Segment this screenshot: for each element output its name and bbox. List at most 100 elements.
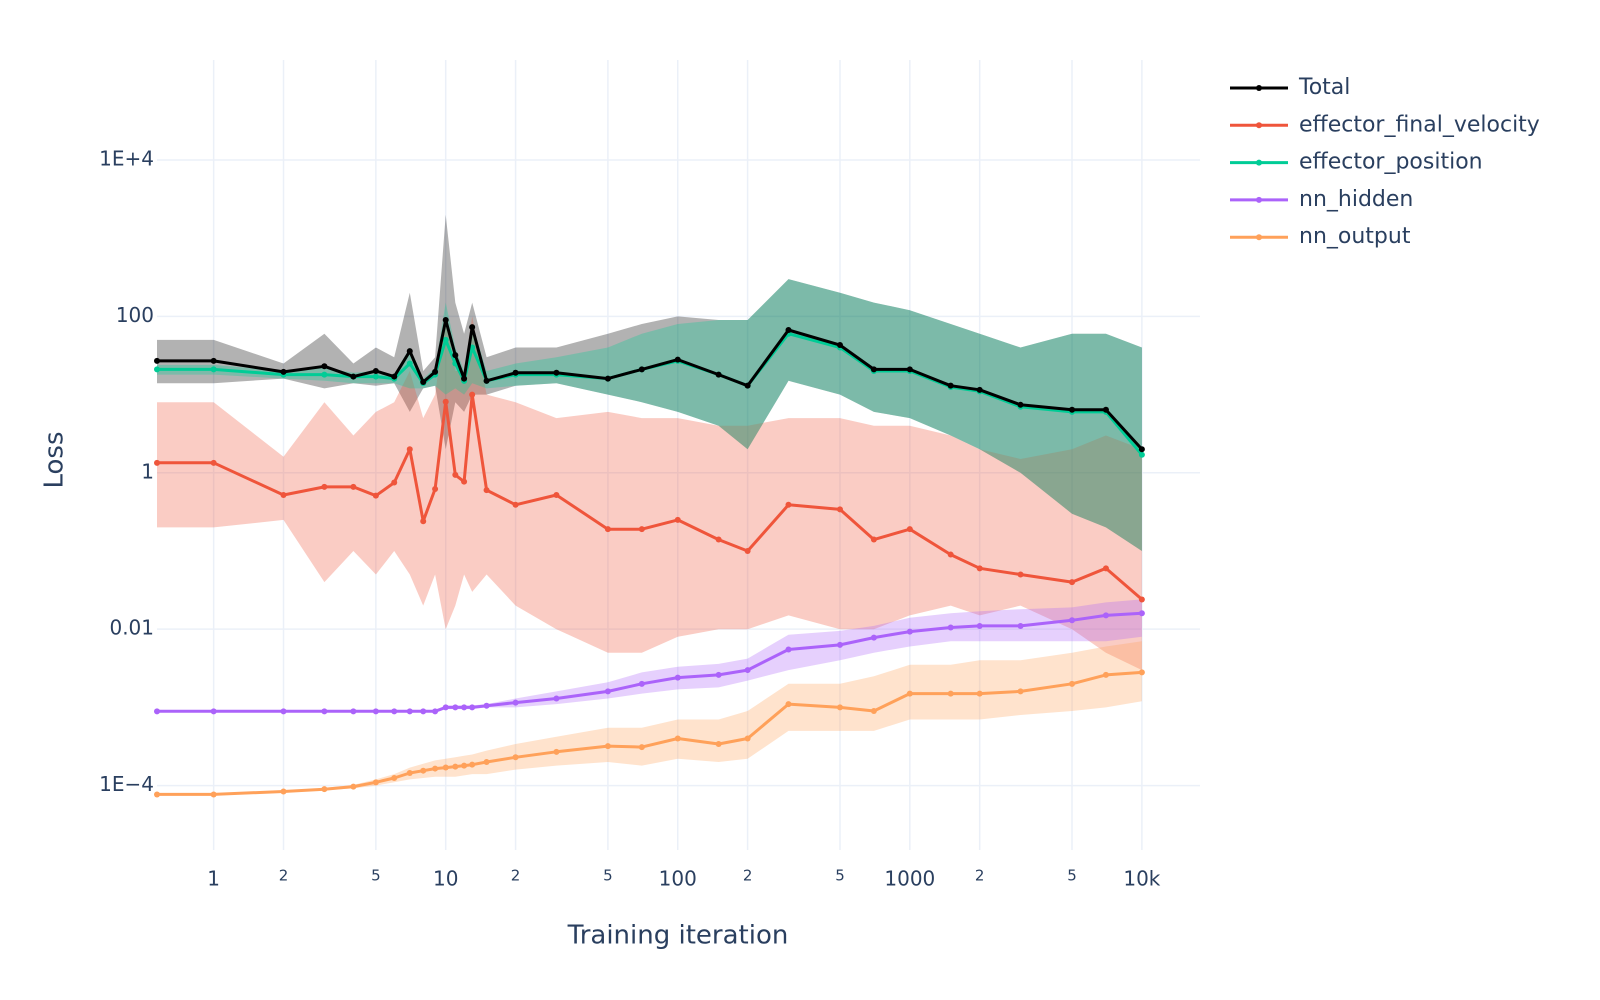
point-marker bbox=[372, 708, 379, 715]
x-tick-label: 5 bbox=[371, 867, 381, 885]
point-marker bbox=[461, 375, 468, 382]
point-marker bbox=[715, 536, 722, 543]
point-marker bbox=[483, 702, 490, 709]
error-band bbox=[157, 641, 1142, 795]
point-marker bbox=[406, 348, 413, 355]
point-marker bbox=[406, 446, 413, 453]
point-marker bbox=[674, 516, 681, 523]
y-tick-label: 1E−4 bbox=[99, 772, 154, 796]
point-marker bbox=[604, 688, 611, 695]
point-marker bbox=[1069, 680, 1076, 687]
x-tick-label: 2 bbox=[279, 867, 289, 885]
point-marker bbox=[432, 486, 439, 493]
point-marker bbox=[1138, 446, 1145, 453]
point-marker bbox=[836, 641, 843, 648]
point-marker bbox=[785, 646, 792, 653]
point-marker bbox=[1138, 451, 1145, 458]
error-band bbox=[157, 599, 1142, 713]
point-marker bbox=[836, 506, 843, 513]
point-marker bbox=[638, 744, 645, 751]
point-marker bbox=[280, 368, 287, 375]
point-marker bbox=[461, 478, 468, 485]
point-marker bbox=[210, 366, 217, 373]
point-marker bbox=[483, 487, 490, 494]
point-marker bbox=[280, 491, 287, 498]
series-line bbox=[157, 393, 1143, 601]
point-marker bbox=[321, 371, 328, 378]
point-marker bbox=[321, 708, 328, 715]
point-marker bbox=[350, 483, 357, 490]
legend-label: effector_position bbox=[1299, 150, 1483, 175]
point-marker bbox=[406, 708, 413, 715]
point-marker bbox=[469, 704, 476, 711]
legend-marker bbox=[1256, 122, 1262, 129]
point-marker bbox=[674, 735, 681, 742]
point-marker bbox=[1138, 669, 1145, 676]
point-marker bbox=[870, 536, 877, 543]
point-marker bbox=[154, 459, 160, 466]
x-tick-label: 10k bbox=[1123, 867, 1160, 891]
point-marker bbox=[321, 483, 328, 490]
point-marker bbox=[947, 382, 954, 389]
point-marker bbox=[870, 634, 877, 641]
point-marker bbox=[420, 708, 427, 715]
point-marker bbox=[744, 382, 751, 389]
legend-marker bbox=[1256, 196, 1262, 203]
series-line bbox=[157, 670, 1143, 796]
legend-label: nn_output bbox=[1299, 224, 1411, 249]
y-tick-label: 0.01 bbox=[109, 616, 154, 640]
point-marker bbox=[350, 373, 357, 380]
point-marker bbox=[420, 518, 427, 525]
point-marker bbox=[461, 762, 468, 769]
point-marker bbox=[744, 735, 751, 742]
point-marker bbox=[210, 708, 217, 715]
error-band bbox=[157, 214, 1142, 551]
point-marker bbox=[638, 366, 645, 373]
point-marker bbox=[420, 378, 427, 385]
point-marker bbox=[512, 754, 519, 761]
point-marker bbox=[406, 769, 413, 776]
point-marker bbox=[483, 377, 490, 384]
x-tick-label: 2 bbox=[511, 867, 521, 885]
x-tick-label: 2 bbox=[975, 867, 985, 885]
x-axis-title: Training iteration bbox=[567, 921, 789, 951]
point-marker bbox=[604, 743, 611, 750]
point-marker bbox=[432, 765, 439, 772]
point-marker bbox=[604, 375, 611, 382]
point-marker bbox=[210, 357, 217, 364]
point-marker bbox=[469, 324, 476, 331]
point-marker bbox=[785, 701, 792, 708]
point-marker bbox=[1017, 401, 1024, 408]
point-marker bbox=[553, 491, 560, 498]
point-marker bbox=[512, 501, 519, 508]
point-marker bbox=[1017, 571, 1024, 578]
point-marker bbox=[947, 690, 954, 697]
x-tick-label: 5 bbox=[1067, 867, 1077, 885]
point-marker bbox=[469, 761, 476, 768]
point-marker bbox=[638, 680, 645, 687]
point-marker bbox=[638, 526, 645, 533]
point-marker bbox=[452, 352, 459, 359]
point-marker bbox=[976, 386, 983, 393]
point-marker bbox=[321, 363, 328, 370]
point-marker bbox=[321, 786, 328, 793]
point-marker bbox=[432, 708, 439, 715]
point-marker bbox=[715, 741, 722, 748]
point-marker bbox=[452, 704, 459, 711]
series-line bbox=[157, 611, 1142, 713]
error-band bbox=[157, 279, 1142, 551]
point-marker bbox=[350, 783, 357, 790]
point-marker bbox=[1069, 406, 1076, 413]
point-marker bbox=[154, 357, 160, 364]
point-marker bbox=[432, 368, 439, 375]
point-marker bbox=[483, 759, 490, 766]
point-marker bbox=[906, 628, 913, 635]
point-marker bbox=[280, 708, 287, 715]
error-band bbox=[157, 316, 1142, 671]
point-marker bbox=[744, 667, 751, 674]
point-marker bbox=[372, 779, 379, 786]
point-marker bbox=[785, 326, 792, 333]
point-marker bbox=[442, 764, 449, 771]
point-marker bbox=[154, 791, 160, 798]
